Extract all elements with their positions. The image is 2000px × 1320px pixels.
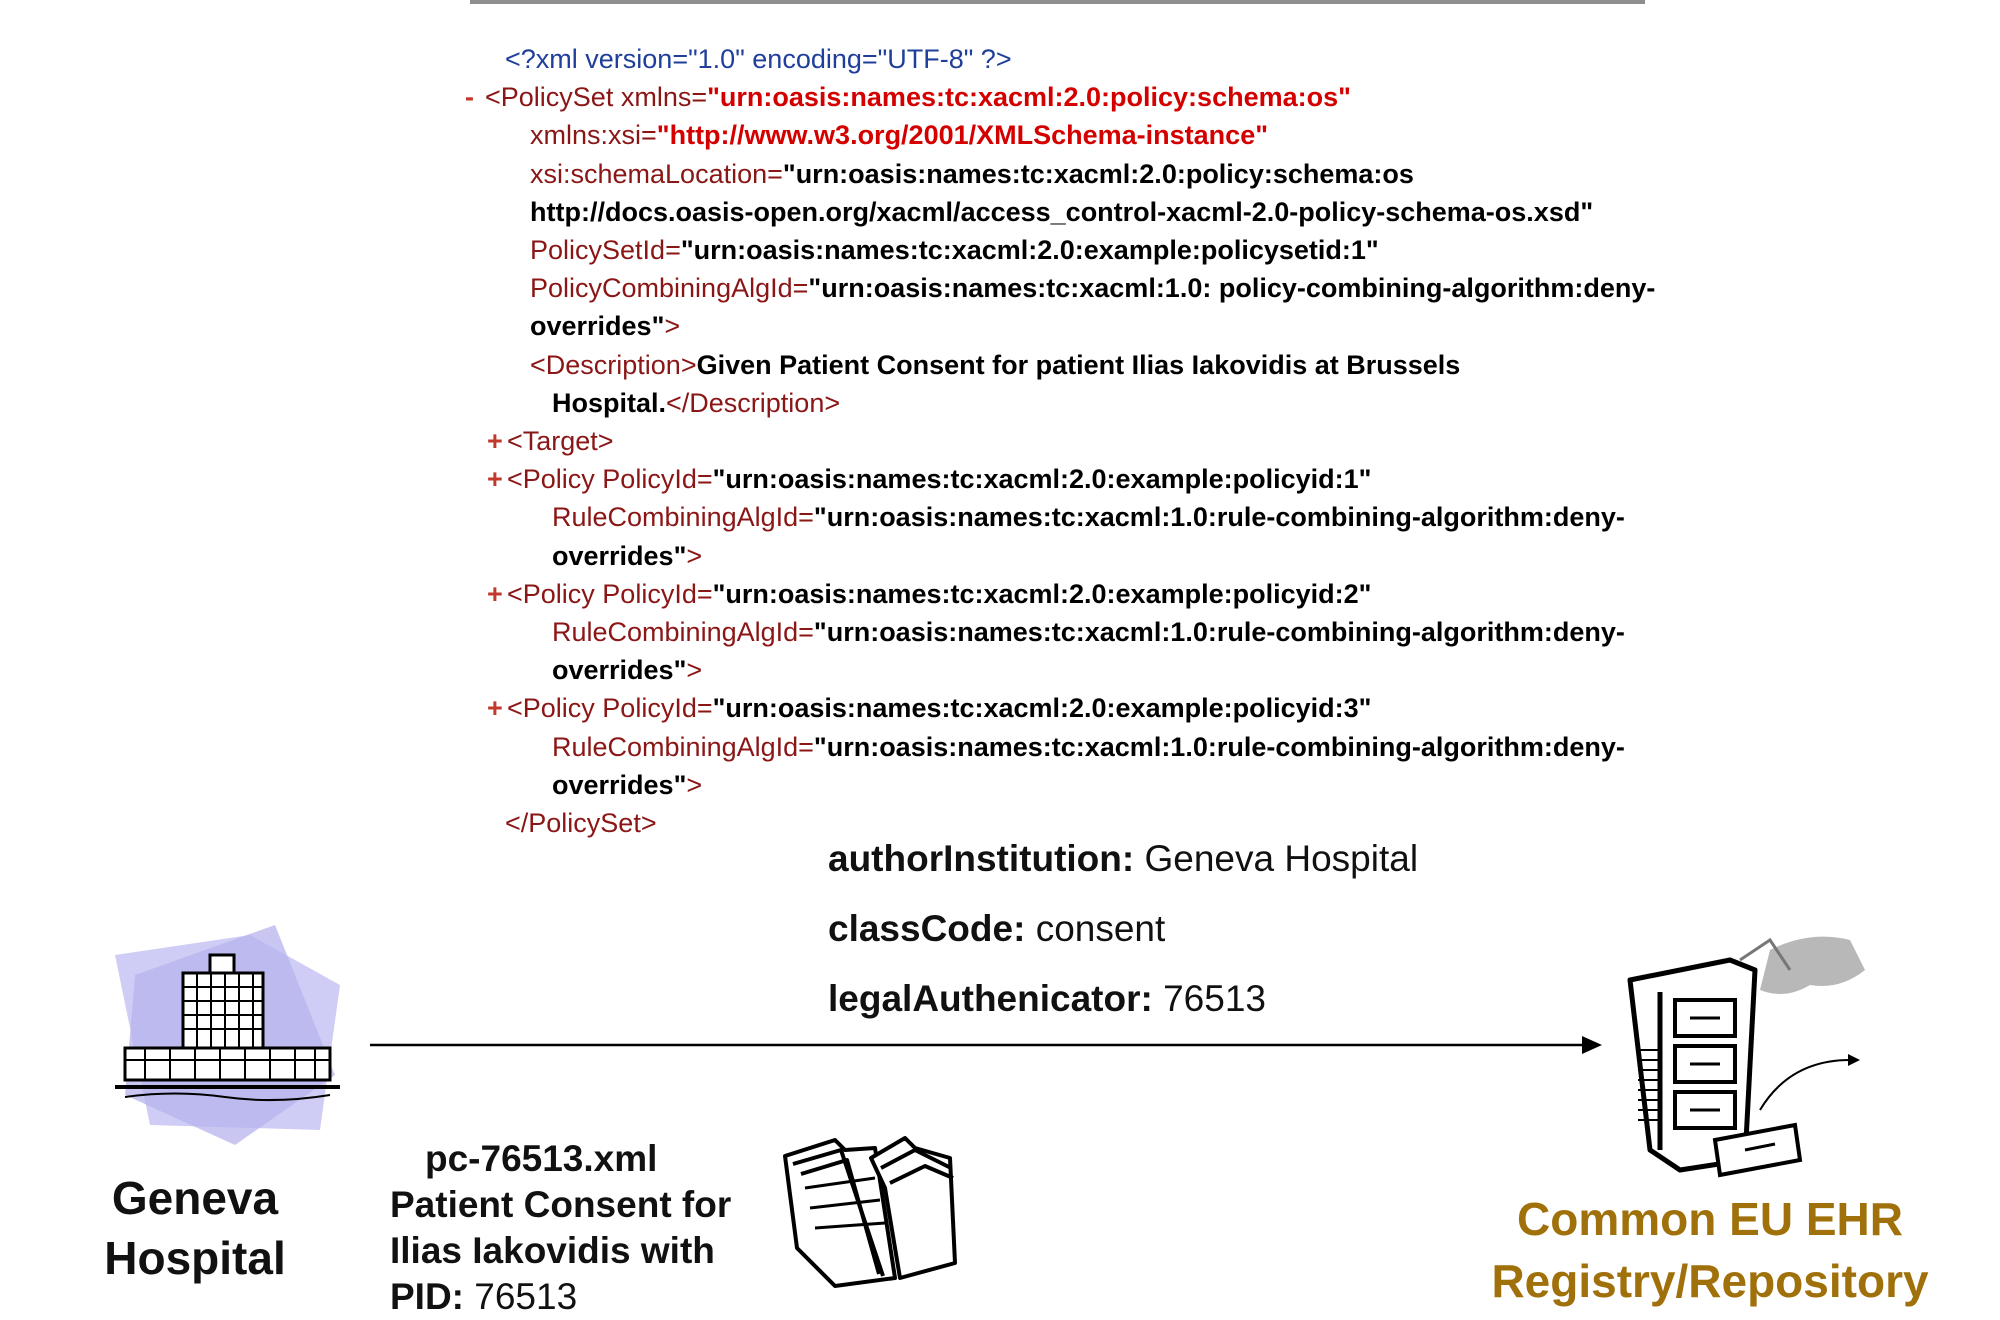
xml-token: RuleCombiningAlgId=	[552, 617, 814, 647]
document-description: pc-76513.xml Patient Consent for Ilias I…	[390, 1136, 731, 1320]
xml-token: overrides"	[530, 311, 665, 342]
source-label: Geneva Hospital	[80, 1168, 310, 1288]
xml-token: >	[686, 540, 703, 571]
meta-key: legalAuthenicator:	[828, 978, 1153, 1019]
expand-marker[interactable]: +	[487, 578, 503, 609]
xml-line: http://docs.oasis-open.org/xacml/access_…	[530, 193, 1593, 231]
destination-label-line: Registry/Repository	[1491, 1255, 1929, 1307]
xml-token: <Policy	[507, 578, 603, 609]
source-label-line: Hospital	[104, 1232, 286, 1284]
destination-label-line: Common EU EHR	[1517, 1193, 1903, 1245]
xml-token: "urn:oasis:names:tc:xacml:1.0:rule-combi…	[813, 731, 1625, 762]
expand-marker[interactable]: +	[487, 693, 503, 724]
xml-line: + <Policy PolicyId="urn:oasis:names:tc:xa…	[487, 460, 1371, 498]
xml-token: "urn:oasis:names:tc:xacml:1.0:rule-combi…	[813, 617, 1625, 647]
xml-line: PolicyCombiningAlgId="urn:oasis:names:tc…	[530, 269, 1655, 307]
xml-line: + <Policy PolicyId="urn:oasis:names:tc:xa…	[487, 575, 1371, 613]
xml-token: xmlns=	[620, 82, 708, 113]
meta-value: consent	[1025, 908, 1166, 949]
document-desc-line: Ilias Iakovidis with	[390, 1230, 715, 1271]
xml-line: xsi:schemaLocation="urn:oasis:names:tc:x…	[530, 155, 1414, 193]
expand-marker[interactable]: +	[487, 464, 503, 495]
xml-line: overrides">	[552, 537, 702, 575]
document-pid: PID: 76513	[390, 1274, 731, 1320]
xml-token: "urn:oasis:names:tc:xacml:2.0:example:po…	[680, 235, 1379, 265]
pid-key: PID:	[390, 1276, 464, 1317]
xml-line: <Description>Given Patient Consent for p…	[530, 346, 1460, 384]
xml-line: overrides">	[552, 766, 702, 804]
xml-token: <Policy	[507, 693, 603, 724]
xml-token: RuleCombiningAlgId=	[552, 502, 814, 533]
xml-token: xmlns:xsi=	[530, 120, 657, 151]
xml-token: "urn:oasis:names:tc:xacml:1.0:rule-combi…	[813, 502, 1625, 533]
xml-token: "urn:oasis:names:tc:xacml:2.0:example:po…	[712, 578, 1372, 609]
xml-line: RuleCombiningAlgId="urn:oasis:names:tc:x…	[552, 728, 1625, 766]
xml-token: <Target>	[507, 426, 614, 456]
xml-token: PolicySetId=	[530, 235, 681, 265]
destination-label: Common EU EHR Registry/Repository	[1450, 1188, 1970, 1312]
filing-cabinet-icon	[1627, 936, 1865, 1178]
xml-line: - <PolicySet xmlns="urn:oasis:names:tc:xa…	[465, 78, 1351, 116]
xml-token: xsi:schemaLocation=	[530, 158, 783, 189]
document-filename: pc-76513.xml	[425, 1138, 658, 1179]
xml-token: <PolicySet	[485, 82, 621, 113]
xml-token: overrides"	[552, 769, 687, 800]
expand-marker[interactable]: +	[487, 426, 503, 456]
xml-token: overrides"	[552, 540, 687, 571]
xml-token: Hospital.	[552, 387, 667, 418]
xml-token: "urn:oasis:names:tc:xacml:2.0:example:po…	[712, 464, 1372, 495]
xml-token: PolicyCombiningAlgId=	[530, 273, 809, 304]
xml-token: "http://www.w3.org/2001/XMLSchema-instan…	[656, 120, 1269, 151]
xml-line: <?xml version="1.0" encoding="UTF-8" ?>	[505, 40, 1012, 78]
pid-value: 76513	[464, 1276, 578, 1317]
xml-token: </PolicySet>	[505, 808, 657, 838]
meta-value: Geneva Hospital	[1134, 838, 1419, 879]
xml-token: <?xml version="1.0" encoding="UTF-8" ?>	[505, 44, 1012, 74]
submission-arrow	[370, 1036, 1602, 1054]
xml-token: PolicyId=	[602, 464, 713, 495]
xml-token: >	[686, 655, 703, 686]
meta-key: classCode:	[828, 908, 1026, 949]
xml-token: RuleCombiningAlgId=	[552, 731, 814, 762]
xml-token: "urn:oasis:names:tc:xacml:2.0:example:po…	[712, 693, 1372, 724]
meta-key: authorInstitution:	[828, 838, 1135, 879]
xml-token: http://docs.oasis-open.org/xacml/access_…	[530, 196, 1594, 227]
xml-token: PolicyId=	[602, 693, 713, 724]
xml-token: "urn:oasis:names:tc:xacml:2.0:policy:sch…	[782, 158, 1414, 189]
xml-token: >	[686, 769, 703, 800]
xml-token: <Policy	[507, 464, 603, 495]
xml-line: overrides">	[530, 307, 680, 345]
document-desc-line: Patient Consent for	[390, 1184, 732, 1225]
xml-line: Hospital.</Description>	[552, 384, 840, 422]
xml-line: RuleCombiningAlgId="urn:oasis:names:tc:x…	[552, 498, 1625, 536]
xml-line: </PolicySet>	[505, 804, 657, 842]
hospital-building-icon	[115, 925, 340, 1145]
xml-token: "urn:oasis:names:tc:xacml:1.0: policy-co…	[808, 273, 1656, 304]
source-label-line: Geneva	[111, 1172, 279, 1224]
top-divider-line	[470, 0, 1645, 4]
xml-token: overrides"	[552, 655, 687, 686]
collapse-marker[interactable]: -	[465, 82, 474, 113]
xml-line: overrides">	[552, 651, 702, 689]
xml-token: </Description>	[666, 387, 841, 418]
file-folders-icon	[783, 1136, 957, 1288]
xml-token: >	[664, 311, 681, 342]
xml-line: PolicySetId="urn:oasis:names:tc:xacml:2.…	[530, 231, 1379, 269]
xml-token: "urn:oasis:names:tc:xacml:2.0:policy:sch…	[707, 82, 1351, 113]
xml-token: <Description>	[530, 349, 697, 380]
meta-author-institution: authorInstitution: Geneva Hospital	[828, 838, 1418, 880]
xml-line: + <Policy PolicyId="urn:oasis:names:tc:xa…	[487, 689, 1371, 727]
xml-token: Given Patient Consent for patient Ilias …	[696, 349, 1461, 380]
xml-line: + <Target>	[487, 422, 614, 460]
meta-legal-authenticator: legalAuthenicator: 76513	[828, 978, 1266, 1020]
xml-line: RuleCombiningAlgId="urn:oasis:names:tc:x…	[552, 613, 1625, 651]
meta-class-code: classCode: consent	[828, 908, 1165, 950]
xml-token: PolicyId=	[602, 578, 713, 609]
meta-value: 76513	[1152, 978, 1266, 1019]
xml-line: xmlns:xsi="http://www.w3.org/2001/XMLSch…	[530, 116, 1268, 154]
